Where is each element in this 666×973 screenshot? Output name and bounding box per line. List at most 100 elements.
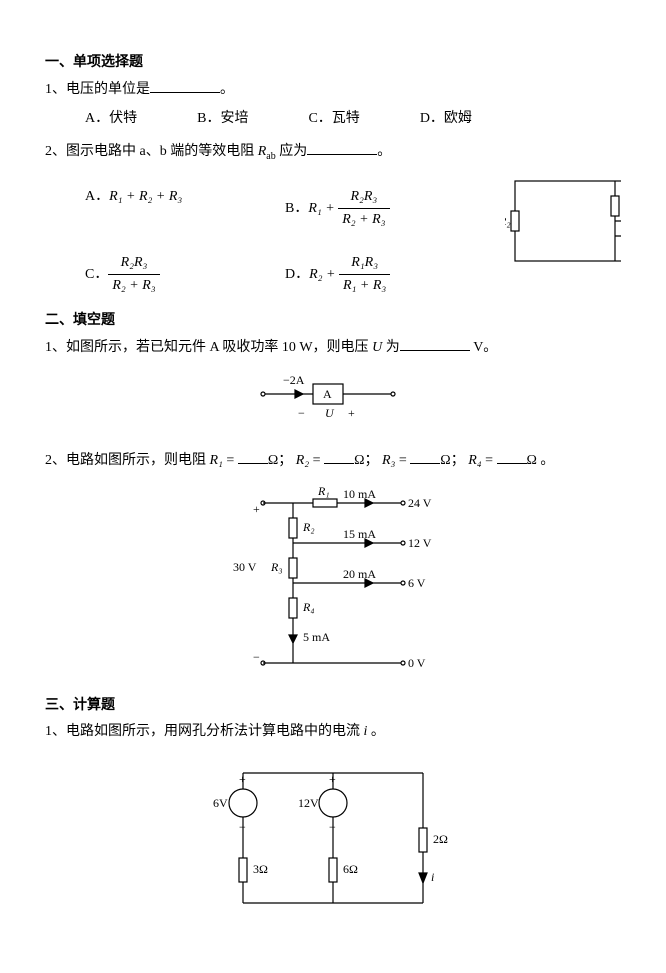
blank xyxy=(150,78,220,93)
label-3ohm: 3Ω xyxy=(253,862,268,876)
label-plus: + xyxy=(253,502,260,516)
opt-c-num: R₂R₃ xyxy=(108,252,159,275)
blank xyxy=(324,449,354,464)
q1-2-options: A．R₁ + R₂ + R₃ B．R₁ + R₂R₃R₂ + R₃ C．R₂R₃… xyxy=(85,186,485,298)
opt-d-num: R₁R₃ xyxy=(339,252,390,275)
opt-a-body: R₁ + R₂ + R₃ xyxy=(109,189,182,204)
ohm1: Ω； xyxy=(268,453,292,468)
label-plus2: + xyxy=(329,772,336,786)
eq1: = xyxy=(223,453,238,468)
blank xyxy=(410,449,440,464)
label-v12: 12 V xyxy=(408,536,432,550)
label-r4: R₄ xyxy=(302,600,315,614)
r3: R₃ xyxy=(382,453,395,468)
q2-2-diagram: R₁ R₂ R₃ R₄ 10 mA 15 mA 20 mA 5 mA 24 V … xyxy=(203,483,463,683)
ohm3: Ω； xyxy=(440,453,464,468)
q2-1-diagram: −2A A − U + xyxy=(243,369,423,429)
blank xyxy=(400,336,470,351)
label-i3: 20 mA xyxy=(343,567,376,581)
section1-title: 一、单项选择题 xyxy=(45,52,621,74)
q1-2: 2、图示电路中 a、b 端的等效电阻 Rab 应为 。 xyxy=(45,140,621,165)
r4: R₄ xyxy=(468,453,481,468)
label-i: i xyxy=(431,870,434,884)
q1-2-body: A．R₁ + R₂ + R₃ B．R₁ + R₂R₃R₂ + R₃ C．R₂R₃… xyxy=(45,171,621,298)
section3-title: 三、计算题 xyxy=(45,695,621,717)
opt-b-num: R₂R₃ xyxy=(338,186,389,209)
q3-1-period: 。 xyxy=(367,724,385,739)
label-minus: − xyxy=(253,650,260,664)
label-v0: 0 V xyxy=(408,656,426,670)
label-plus1: + xyxy=(239,772,246,786)
rab: R xyxy=(258,144,267,159)
q2-2-text: 2、电路如图所示，则电阻 xyxy=(45,453,210,468)
opt-b-lead: R₁ + xyxy=(308,201,338,216)
opt-a: A．R₁ + R₂ + R₃ xyxy=(85,186,285,232)
opt-a-pre: A． xyxy=(85,189,109,204)
q1-1-pre: 1、电压的单位是 xyxy=(45,82,150,97)
label-v6: 6 V xyxy=(408,576,426,590)
label-r3: R₃ xyxy=(270,560,283,574)
label-6v: 6V xyxy=(213,796,228,810)
label-minus2: − xyxy=(329,820,336,834)
opt-c: C．R₂R₃R₂ + R₃ xyxy=(85,252,285,298)
label-6ohm: 6Ω xyxy=(343,862,358,876)
label-i4: 5 mA xyxy=(303,630,330,644)
eq3: = xyxy=(395,453,410,468)
q2-1-mid: 为 xyxy=(382,340,400,355)
opt-c: C．瓦特 xyxy=(308,108,359,130)
blank xyxy=(307,140,377,155)
opt-d-den: R₁ + R₃ xyxy=(339,275,390,297)
opt-b: B．R₁ + R₂R₃R₂ + R₃ xyxy=(285,186,485,232)
label-2ohm: 2Ω xyxy=(433,832,448,846)
label-i1: 10 mA xyxy=(343,487,376,501)
q1-1: 1、电压的单位是 。 xyxy=(45,78,621,101)
u-var: U xyxy=(372,340,382,355)
q3-1: 1、电路如图所示，用网孔分析法计算电路中的电流 i 。 xyxy=(45,721,621,743)
label-minus1: − xyxy=(239,820,246,834)
label-plus: + xyxy=(348,406,355,420)
label-r1: R₁ xyxy=(317,484,330,498)
label-minus: − xyxy=(298,406,305,420)
r1: R₁ xyxy=(210,453,223,468)
opt-b-pre: B． xyxy=(285,201,308,216)
q2-2: 2、电路如图所示，则电阻 R₁ = Ω； R₂ = Ω； R₃ = Ω； R₄ … xyxy=(45,449,621,472)
label-u: U xyxy=(325,406,335,420)
opt-d: D．R₂ + R₁R₃R₁ + R₃ xyxy=(285,252,485,298)
q1-2-post: 。 xyxy=(377,144,391,159)
q2-1-unit: V。 xyxy=(470,340,498,355)
q1-2-mid: 应为 xyxy=(276,144,308,159)
q3-1-text: 1、电路如图所示，用网孔分析法计算电路中的电流 xyxy=(45,724,364,739)
q1-1-options: A．伏特 B．安培 C．瓦特 D．欧姆 xyxy=(85,108,621,130)
opt-a: A．伏特 xyxy=(85,108,137,130)
q1-2-circuit: R₁ R₂ R₃ a b xyxy=(505,171,621,281)
q3-1-diagram: 6V 12V + − + − 3Ω 6Ω 2Ω i xyxy=(203,753,463,923)
q1-1-post: 。 xyxy=(220,82,234,97)
blank xyxy=(497,449,527,464)
opt-c-den: R₂ + R₃ xyxy=(108,275,159,297)
label-r2: R₂ xyxy=(302,520,315,534)
rab-sub: ab xyxy=(266,151,275,162)
opt-d-pre: D． xyxy=(285,267,309,282)
q2-1-pre: 1、如图所示，若已知元件 A 吸收功率 10 W，则电压 xyxy=(45,340,372,355)
label-v30: 30 V xyxy=(233,560,257,574)
ohm4: Ω 。 xyxy=(527,453,555,468)
label-v24: 24 V xyxy=(408,496,432,510)
label-current: −2A xyxy=(283,373,305,387)
eq4: = xyxy=(482,453,497,468)
label-box: A xyxy=(323,387,332,401)
opt-c-pre: C． xyxy=(85,267,108,282)
label-r2: R₂ xyxy=(505,214,511,228)
opt-b-den: R₂ + R₃ xyxy=(338,209,389,231)
label-i2: 15 mA xyxy=(343,527,376,541)
blank xyxy=(238,449,268,464)
r2: R₂ xyxy=(296,453,309,468)
label-12v: 12V xyxy=(298,796,319,810)
opt-b: B．安培 xyxy=(197,108,248,130)
opt-d: D．欧姆 xyxy=(420,108,472,130)
q1-2-pre: 2、图示电路中 a、b 端的等效电阻 xyxy=(45,144,258,159)
opt-d-lead: R₂ + xyxy=(309,267,339,282)
section2-title: 二、填空题 xyxy=(45,310,621,332)
ohm2: Ω； xyxy=(354,453,378,468)
eq2: = xyxy=(309,453,324,468)
q2-1: 1、如图所示，若已知元件 A 吸收功率 10 W，则电压 U 为 V。 xyxy=(45,336,621,359)
